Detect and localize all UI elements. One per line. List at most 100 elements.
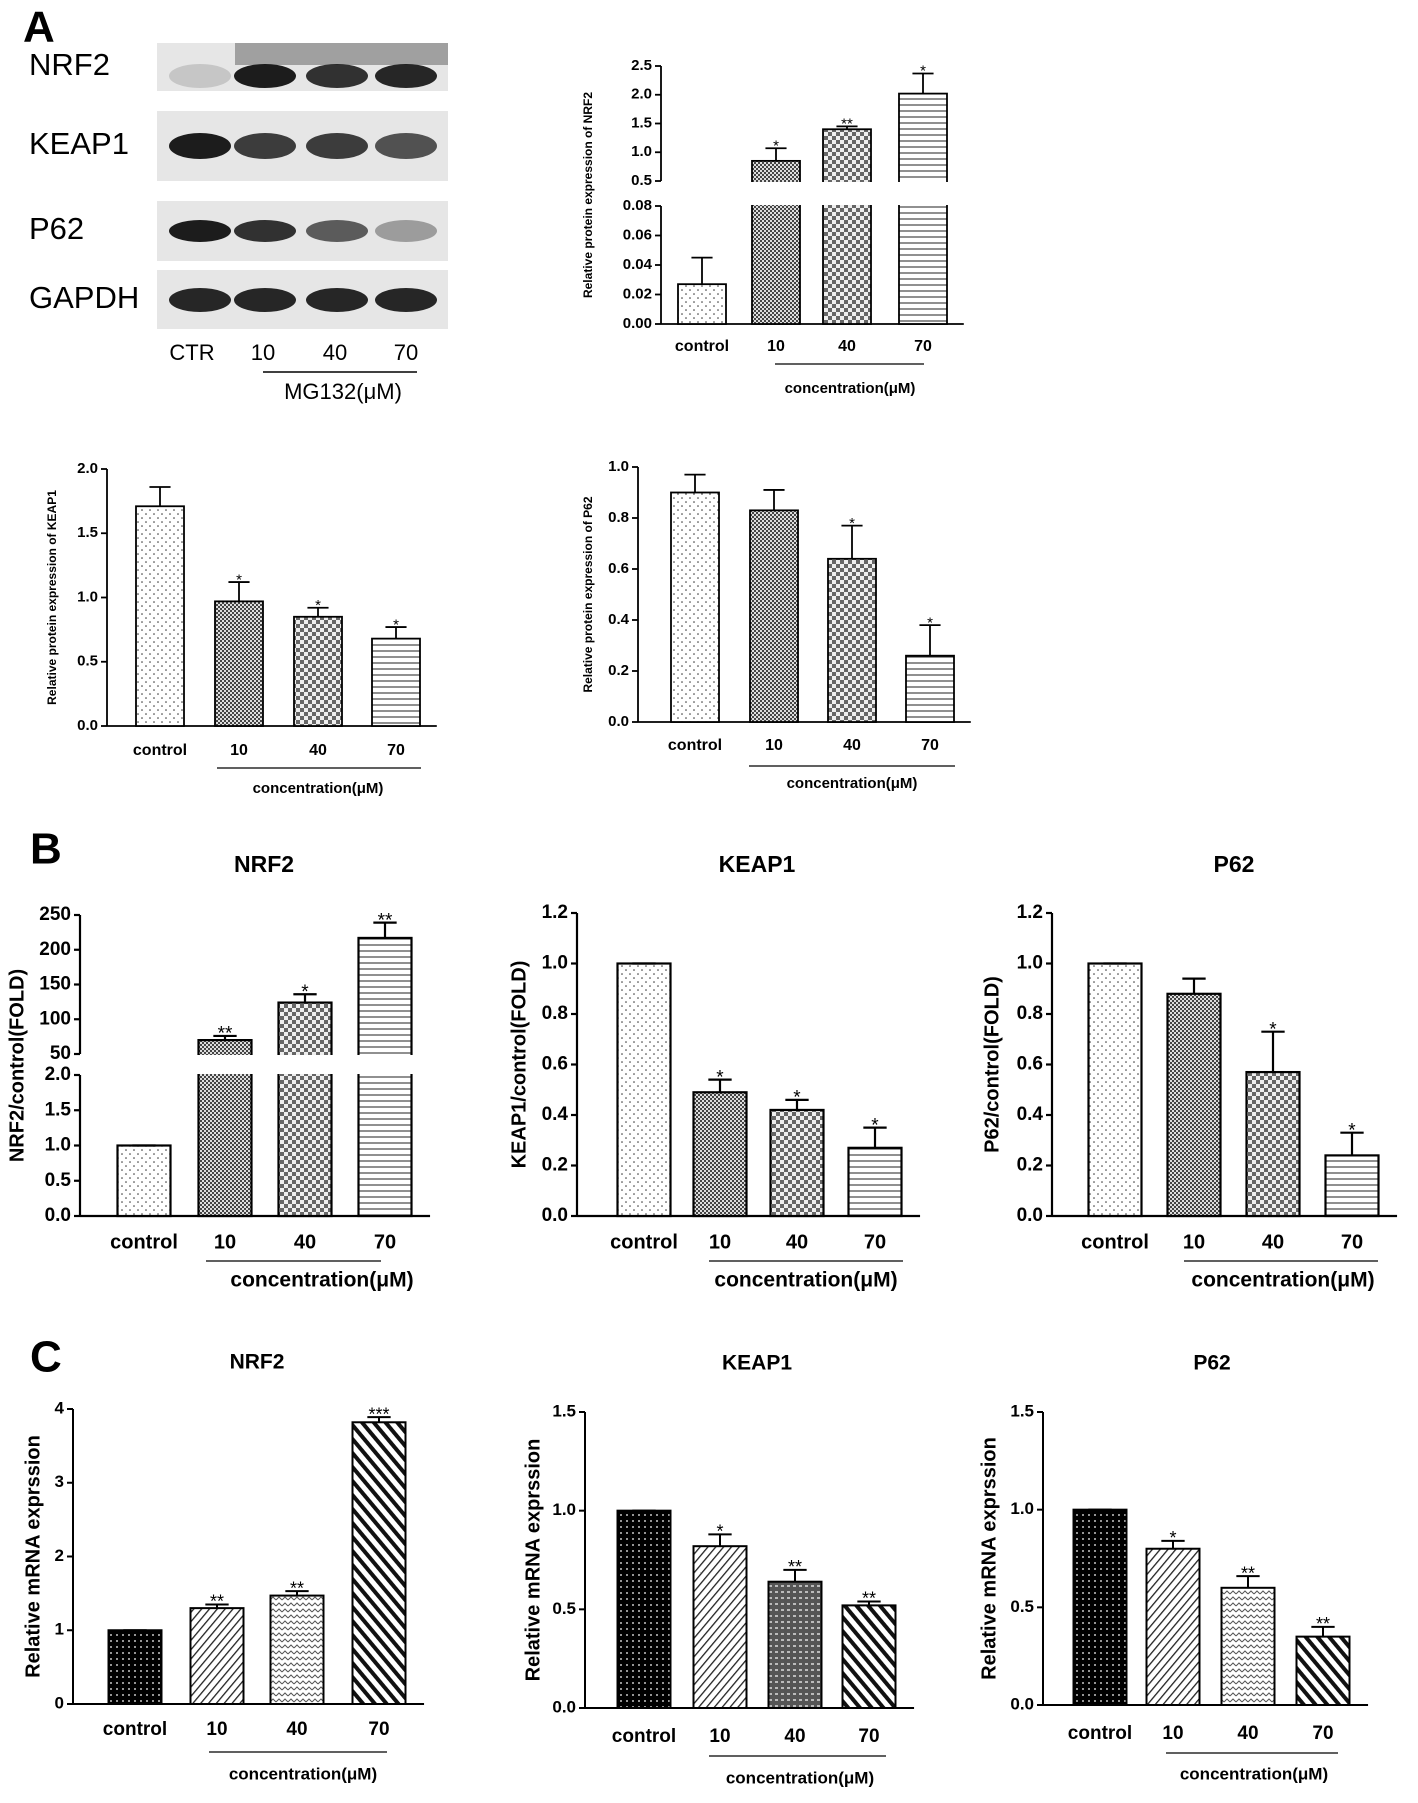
y-tick-label: 0.04 [623, 256, 653, 273]
y-tick-label: 0 [55, 1693, 64, 1712]
y-tick-label: 0.0 [45, 1205, 71, 1226]
bar [670, 491, 720, 723]
y-tick-label: 1.0 [552, 1500, 576, 1519]
significance: ** [210, 1592, 224, 1612]
x-tick-label: 40 [1237, 1723, 1258, 1744]
y-tick-label: 150 [39, 974, 71, 995]
y-tick-label: 0.5 [552, 1599, 576, 1618]
bar [898, 92, 948, 325]
y-tick-label: 1.0 [608, 458, 629, 475]
bar [1220, 1586, 1276, 1707]
y-tick-label: 0.5 [45, 1170, 72, 1191]
lane-label: 40 [323, 340, 347, 365]
x-tick-label: 10 [709, 1231, 731, 1253]
bar [351, 1421, 407, 1706]
x-tick-label: 10 [206, 1719, 227, 1740]
lane-label: 10 [251, 340, 275, 365]
x-tick-label: control [668, 737, 722, 754]
y-tick-label: 0.4 [1017, 1104, 1044, 1125]
significance: ** [788, 1557, 802, 1577]
y-axis-label: Relative mRNA exprssion [978, 1437, 1000, 1680]
bar [616, 1509, 672, 1709]
bar [116, 1144, 172, 1218]
blot-band [306, 64, 368, 88]
bar [692, 1545, 748, 1709]
y-tick-label: 0.0 [1010, 1694, 1034, 1713]
panel-letter: A [23, 3, 55, 52]
y-axis-label: Relative protein expression of KEAP1 [45, 490, 59, 705]
y-axis-label: Relative protein expression of NRF2 [581, 92, 595, 298]
y-tick-label: 1.0 [1017, 953, 1043, 974]
y-tick-label: 1.0 [77, 588, 98, 605]
y-tick-label: 1.0 [631, 143, 652, 160]
blot-band [306, 288, 368, 312]
y-tick-label: 1.0 [45, 1135, 71, 1156]
bar [1087, 962, 1143, 1218]
y-tick-label: 4 [55, 1398, 65, 1417]
x-tick-label: 40 [1262, 1231, 1284, 1253]
chart-title: NRF2 [234, 851, 294, 877]
y-tick-label: 0.06 [623, 226, 652, 243]
bar [293, 615, 343, 727]
y-tick-label: 1.2 [1017, 902, 1043, 923]
y-tick-label: 2.0 [631, 86, 652, 103]
bar [371, 637, 421, 727]
x-tick-label: control [133, 742, 187, 759]
y-axis-label: P62/control(FOLD) [981, 976, 1003, 1153]
bar [616, 962, 672, 1218]
x-tick-label: 70 [864, 1231, 886, 1253]
significance: * [773, 137, 779, 154]
y-tick-label: 0.08 [623, 197, 652, 214]
x-tick-label: 10 [765, 737, 783, 754]
significance: * [849, 515, 855, 532]
y-tick-label: 1.2 [542, 902, 568, 923]
y-tick-label: 0.0 [608, 713, 629, 730]
y-tick-label: 1.5 [45, 1099, 72, 1120]
treatment-label: MG132(μM) [284, 379, 402, 404]
y-tick-label: 0.2 [1017, 1155, 1043, 1176]
bar [767, 1580, 823, 1709]
chart-title: P62 [1193, 1352, 1230, 1375]
blot-band [375, 64, 437, 88]
group-label: concentration(μM) [714, 1269, 897, 1292]
group-label: concentration(μM) [787, 775, 918, 792]
y-tick-label: 1.0 [542, 953, 568, 974]
lane-label: CTR [169, 340, 214, 365]
x-tick-label: 70 [914, 338, 932, 355]
blot-band [169, 133, 231, 159]
y-tick-label: 2 [55, 1546, 64, 1565]
blot-band [234, 288, 296, 312]
blot-band [375, 220, 437, 242]
x-tick-label: control [110, 1231, 178, 1253]
y-axis-label: Relative mRNA exprssion [22, 1435, 44, 1678]
group-label: concentration(μM) [229, 1764, 377, 1783]
significance: * [236, 571, 242, 588]
significance: * [793, 1088, 801, 1109]
x-tick-label: control [1068, 1723, 1132, 1744]
blot-band [169, 64, 231, 88]
y-tick-label: 250 [39, 904, 71, 925]
y-tick-label: 0.0 [77, 717, 98, 734]
bar [692, 1091, 748, 1218]
blot-band [375, 133, 437, 159]
y-tick-label: 50 [50, 1043, 71, 1064]
significance: * [716, 1522, 723, 1542]
y-tick-label: 1.5 [1010, 1401, 1034, 1420]
protein-label: NRF2 [29, 47, 110, 82]
panel-letter: B [30, 825, 62, 874]
significance: * [1348, 1120, 1356, 1141]
x-tick-label: 10 [1162, 1723, 1183, 1744]
x-tick-label: 40 [309, 742, 327, 759]
y-tick-label: 2.0 [45, 1064, 71, 1085]
bar [135, 505, 185, 727]
y-tick-label: 0.8 [542, 1003, 568, 1024]
bar [677, 283, 727, 325]
y-tick-label: 0.8 [1017, 1003, 1043, 1024]
y-tick-label: 1.0 [1010, 1499, 1034, 1518]
significance: ** [862, 1589, 876, 1609]
x-tick-label: 70 [858, 1726, 879, 1747]
chart-title: P62 [1214, 851, 1255, 877]
x-tick-label: 70 [387, 742, 405, 759]
protein-label: KEAP1 [29, 126, 129, 161]
y-axis-label: KEAP1/control(FOLD) [508, 961, 530, 1169]
